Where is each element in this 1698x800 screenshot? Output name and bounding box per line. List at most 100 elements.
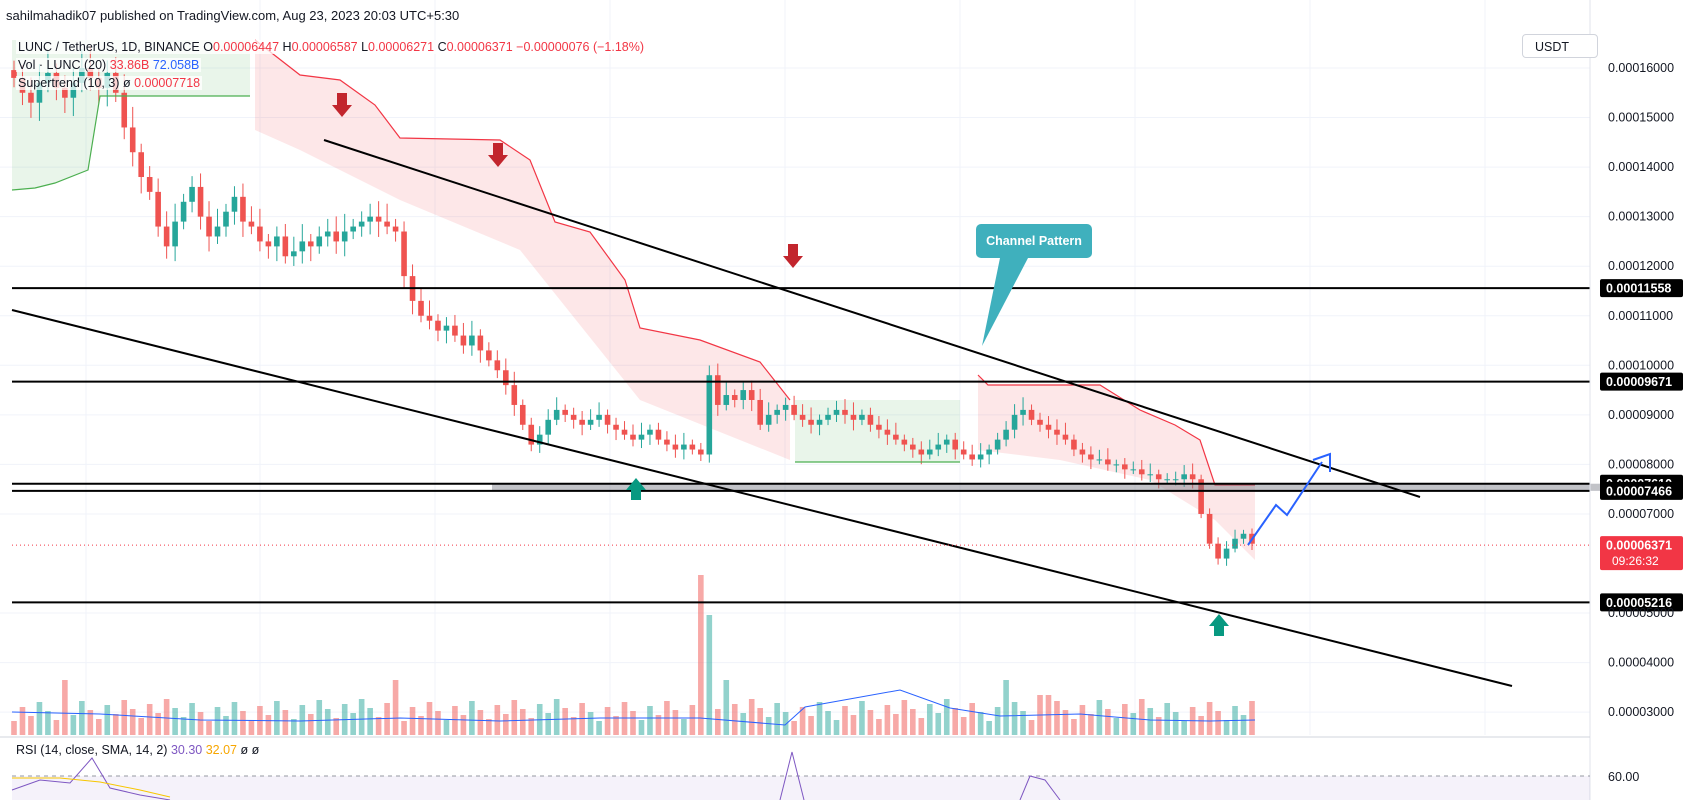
volume-bar: [994, 707, 1001, 735]
rsi-level-label: 60.00: [1608, 770, 1639, 784]
candle-body: [367, 216, 373, 222]
candle-body: [87, 68, 94, 78]
volume-bar: [104, 705, 111, 735]
volume-bar: [587, 712, 594, 735]
sell-signal-arrow: [488, 143, 508, 167]
arrow-head: [332, 105, 352, 117]
candle-body: [1037, 419, 1043, 425]
level-tag-bg: [1600, 481, 1683, 500]
arrow-shaft: [493, 143, 503, 155]
candle-body: [604, 414, 611, 425]
supertrend-down-fill: [255, 40, 790, 460]
level-price-tag: 0.00011558: [1600, 279, 1683, 298]
volume-bar: [494, 705, 501, 735]
candle-body: [1113, 464, 1120, 466]
candle-body: [825, 414, 831, 420]
price-tick-label: 0.00012000: [1608, 259, 1674, 273]
arrow-shaft: [1214, 626, 1224, 636]
candle-body: [681, 444, 687, 450]
candle-body: [1096, 459, 1103, 461]
rsi-line: [779, 751, 805, 800]
volume-bar: [19, 707, 26, 735]
volume-bar: [511, 700, 518, 735]
price-tick-label: 0.00016000: [1608, 61, 1674, 75]
volume-label: Vol · LUNC (20): [18, 58, 107, 72]
candle-body: [350, 226, 356, 232]
projection-path: [1247, 461, 1323, 546]
candle-body: [647, 429, 653, 435]
volume-bar: [1020, 711, 1026, 735]
candle-body: [901, 439, 908, 445]
candle-body: [282, 236, 289, 257]
volume-bar: [112, 714, 119, 735]
volume-legend-row[interactable]: Vol · LUNC (20) 33.86B 72.058B: [16, 56, 646, 74]
candle-body: [265, 241, 272, 247]
volume-bar: [757, 708, 763, 735]
volume-bar: [503, 714, 509, 735]
price-tick-label: 0.00009000: [1608, 408, 1674, 422]
candle-body: [960, 449, 967, 455]
candle-body: [587, 419, 594, 425]
volume-bar: [11, 721, 17, 735]
volume-bar: [240, 711, 246, 735]
volume-bar: [1223, 720, 1230, 735]
symbol-legend-row[interactable]: LUNC / TetherUS, 1D, BINANCE O0.00006447…: [16, 38, 647, 56]
candle-body: [62, 87, 68, 98]
drawing-layer: 0.000115580.000096710.000076100.00007466…: [11, 93, 1683, 687]
candle-body: [1045, 424, 1052, 430]
candle-body: [1232, 538, 1238, 549]
candle-body: [1147, 474, 1154, 476]
symbol-title[interactable]: LUNC / TetherUS, 1D, BINANCE: [18, 40, 200, 54]
volume-bar: [553, 699, 560, 735]
volume-bar: [748, 699, 755, 735]
volume-bar: [1240, 715, 1247, 735]
price-tick-label: 0.00004000: [1608, 656, 1674, 670]
rsi-line: [1019, 775, 1061, 800]
level-tag-text: 0.00005216: [1606, 596, 1672, 610]
price-tick-label: 0.00005000: [1608, 606, 1674, 620]
volume-bar: [333, 718, 340, 735]
volume-bar: [1062, 710, 1069, 735]
rsi-legend[interactable]: RSI (14, close, SMA, 14, 2) 30.30 32.07 …: [16, 743, 259, 757]
candle-body: [570, 414, 577, 420]
volume-bar: [79, 701, 85, 735]
volume-bar: [1105, 709, 1111, 735]
candle-body: [562, 409, 568, 415]
candle-body: [1155, 474, 1162, 480]
candle-body: [672, 444, 679, 450]
candle-body: [553, 409, 560, 420]
supertrend-legend-row[interactable]: Supertrend (10, 3) ø 0.00007718: [16, 74, 646, 92]
candle-body: [460, 335, 467, 346]
volume-bar: [189, 703, 195, 735]
volume-bar: [562, 708, 568, 735]
volume-bar: [833, 720, 840, 735]
candle-body: [1130, 469, 1137, 471]
arrow-shaft: [631, 490, 641, 500]
candle-body: [452, 325, 458, 336]
candle-body: [1088, 454, 1094, 460]
volume-bar: [358, 699, 365, 735]
candle-body: [1189, 474, 1196, 480]
candle-body: [307, 241, 314, 247]
candle-body: [333, 231, 340, 242]
volume-bar: [401, 721, 407, 735]
candle-body: [223, 211, 229, 227]
sell-signal-arrow: [783, 244, 803, 268]
candle-body: [341, 231, 348, 242]
open-value: 0.00006447: [213, 40, 280, 54]
volume-bar: [943, 699, 950, 735]
candle-body: [943, 439, 950, 445]
level-tag-bg: [1600, 593, 1683, 612]
rsi-pane: 60.00: [0, 736, 1639, 800]
volume-bar: [180, 717, 187, 735]
projection-arrowhead: [1312, 452, 1331, 472]
volume-bar: [876, 719, 882, 735]
candle-body: [36, 82, 43, 103]
volume-bar: [867, 710, 874, 735]
currency-selector[interactable]: USDT: [1522, 34, 1598, 58]
candle-body: [79, 68, 85, 83]
volume-bar: [926, 704, 933, 735]
volume-bar: [825, 711, 831, 735]
candle-body: [1020, 409, 1026, 415]
